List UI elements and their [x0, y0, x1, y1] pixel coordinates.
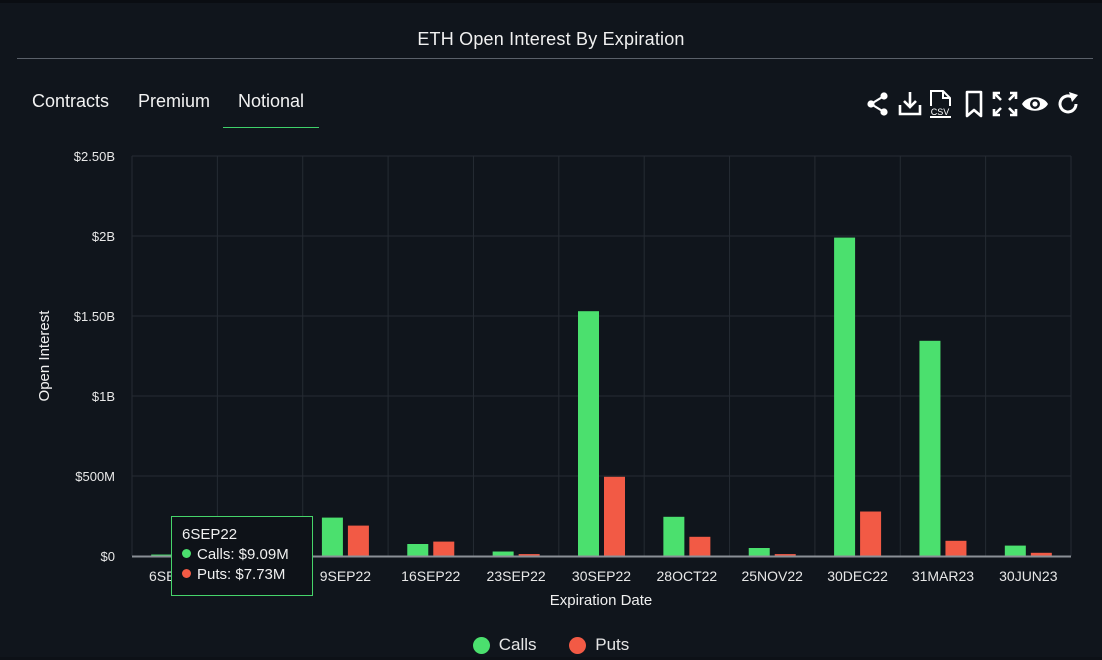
puts-bar [604, 476, 625, 556]
y-axis-ticks: $0 $500M $1B $1.50B $2B $2.50B [74, 149, 115, 564]
tab-contracts[interactable]: Contracts [32, 91, 110, 111]
calls-bar [748, 548, 770, 556]
x-tick-label: 23SEP22 [487, 568, 546, 584]
calls-bar [151, 554, 173, 556]
download-icon[interactable] [896, 89, 924, 119]
puts-bar [347, 525, 369, 556]
x-axis-label: Expiration Date [550, 592, 653, 609]
x-tick-label: 30JUN23 [999, 568, 1058, 584]
x-tick-label: 30DEC22 [827, 568, 888, 584]
tooltip-calls-row: Calls: $9.09M [182, 545, 302, 565]
x-tick-label: 16SEP22 [401, 568, 460, 584]
y-tick-label: $2.50B [74, 149, 115, 164]
chart-tooltip: 6SEP22 Calls: $9.09M Puts: $7.73M [171, 516, 313, 596]
refresh-icon[interactable] [1054, 89, 1082, 119]
legend-item-calls[interactable]: Calls [472, 635, 537, 655]
tab-premium[interactable]: Premium [138, 91, 211, 111]
y-tick-label: $1B [92, 389, 115, 404]
page-title: ETH Open Interest By Expiration [417, 29, 685, 49]
calls-bar [919, 340, 941, 556]
puts-legend-dot-icon [569, 636, 587, 654]
puts-bar [945, 540, 967, 556]
calls-bar [663, 516, 685, 556]
legend-puts-label: Puts [595, 635, 630, 654]
calls-bar [321, 517, 343, 556]
bookmark-icon[interactable] [960, 89, 988, 119]
calls-dot-icon [182, 549, 191, 558]
tooltip-puts-row: Puts: $7.73M [182, 565, 302, 585]
y-tick-label: $1.50B [74, 309, 115, 324]
puts-bar [518, 554, 540, 556]
csv-label: CSV [931, 107, 950, 117]
legend-item-puts[interactable]: Puts [569, 635, 629, 655]
calls-legend-dot-icon [472, 636, 490, 654]
tooltip-category: 6SEP22 [182, 526, 238, 543]
calls-bar [407, 544, 429, 556]
y-tick-label: $500M [75, 469, 115, 484]
y-axis-label: Open Interest [36, 310, 53, 402]
x-tick-label: 30SEP22 [572, 568, 631, 584]
tooltip-puts-value: Puts: $7.73M [197, 566, 286, 583]
x-tick-label: 31MAR23 [912, 568, 974, 584]
chart-legend: Calls Puts [0, 635, 1102, 659]
calls-bar [834, 237, 856, 556]
fullscreen-icon[interactable] [991, 89, 1019, 119]
chart-bars [151, 237, 1052, 556]
eye-icon[interactable] [1021, 89, 1049, 119]
calls-bar [1004, 545, 1026, 556]
x-tick-label: 25NOV22 [741, 568, 803, 584]
legend-calls-label: Calls [498, 635, 537, 654]
puts-bar [774, 554, 796, 556]
puts-bar [1030, 552, 1052, 556]
puts-dot-icon [182, 569, 191, 578]
y-tick-label: $0 [101, 549, 115, 564]
calls-bar [578, 311, 599, 556]
puts-bar [433, 541, 455, 556]
puts-bar [860, 511, 882, 556]
calls-bar [492, 551, 514, 556]
tooltip-calls-value: Calls: $9.09M [197, 546, 289, 563]
share-icon[interactable] [864, 89, 892, 119]
bar-chart: $0 $500M $1B $1.50B $2B $2.50B 6SEP22 9SEP22 16… [36, 149, 1072, 609]
y-tick-label: $2B [92, 229, 115, 244]
title-divider [17, 58, 1093, 59]
csv-icon[interactable]: CSV [926, 89, 954, 119]
tab-notional[interactable]: Notional [223, 85, 320, 128]
x-tick-label: 28OCT22 [657, 568, 718, 584]
puts-bar [689, 536, 711, 556]
x-tick-label: 9SEP22 [320, 568, 372, 584]
